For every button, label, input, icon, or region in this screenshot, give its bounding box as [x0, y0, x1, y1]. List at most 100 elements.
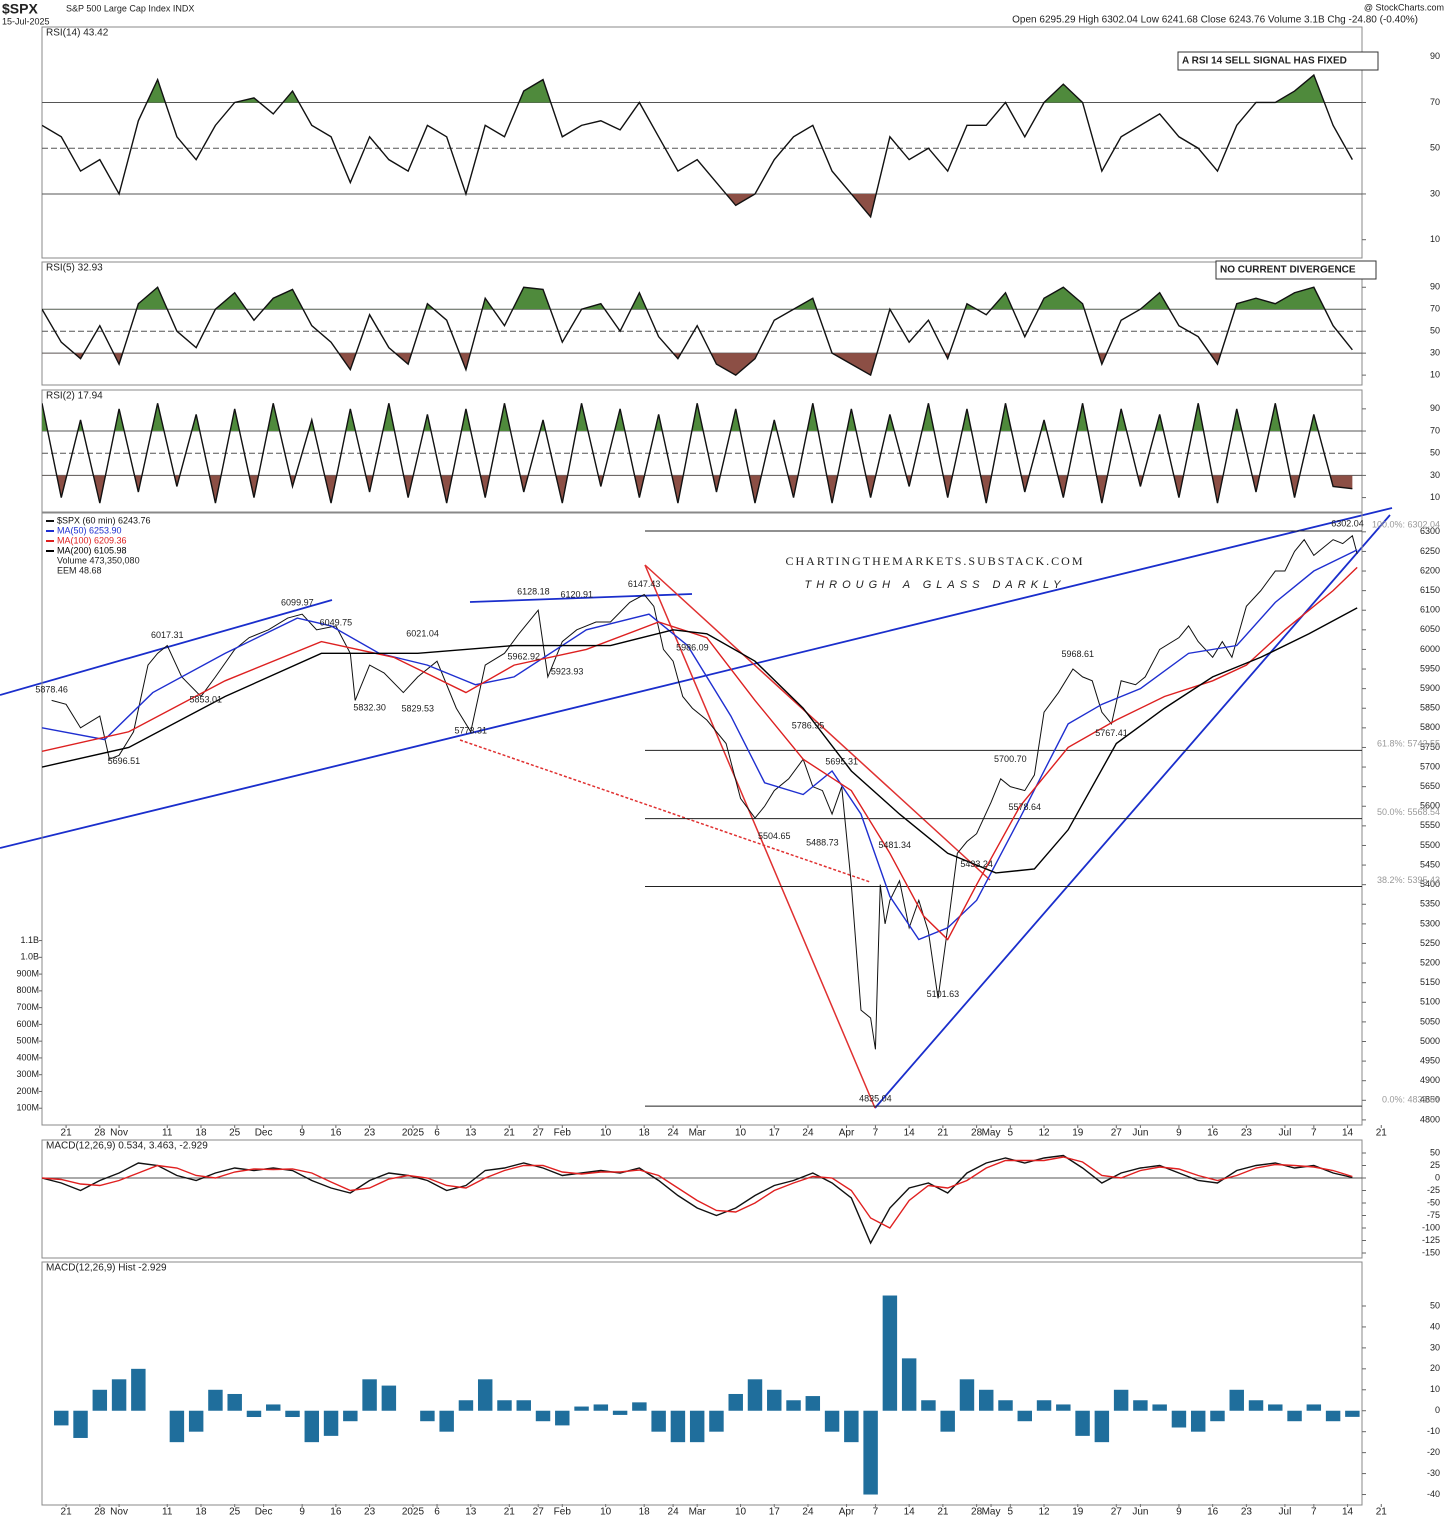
x-tick-label: Jul: [1279, 1128, 1292, 1139]
trendline: [0, 507, 1393, 849]
x-tick-label: 16: [1207, 1507, 1219, 1518]
x-tick-label: 9: [299, 1507, 305, 1518]
y-tick-label: 30: [1430, 1342, 1440, 1352]
x-tick-label: 7: [1311, 1507, 1317, 1518]
x-tick-label: 18: [195, 1128, 207, 1139]
hist-bar: [786, 1400, 801, 1411]
x-tick-label: 5: [1008, 1128, 1014, 1139]
x-tick-label: May: [982, 1128, 1001, 1139]
x-tick-label: 16: [1207, 1128, 1219, 1139]
y-tick-label: 90: [1430, 403, 1440, 413]
x-tick-label: 13: [465, 1507, 477, 1518]
y-tick-label: 6250: [1420, 546, 1440, 556]
hist-bar: [998, 1400, 1013, 1411]
x-tick-label: Jun: [1132, 1507, 1148, 1518]
y-tick-label: 5850: [1420, 703, 1440, 713]
hist-bar: [979, 1389, 994, 1411]
hist-bar: [670, 1410, 686, 1443]
hist-bar: [747, 1379, 763, 1411]
y2-tick-label: 700M: [16, 1002, 39, 1012]
hist-bar: [208, 1389, 223, 1411]
series-line: [51, 534, 1358, 1050]
y-tick-label: 5100: [1420, 997, 1440, 1007]
hist-bar: [54, 1410, 69, 1426]
y-tick-label: -150: [1422, 1247, 1440, 1257]
note-box: [1177, 51, 1379, 71]
x-tick-label: 17: [769, 1507, 781, 1518]
panel-frame: [41, 1261, 1363, 1506]
hist-bar: [131, 1368, 146, 1411]
y2-tick-label: 100M: [16, 1103, 39, 1113]
trendline: [644, 564, 876, 1109]
price-label: 4835.04: [859, 1094, 892, 1104]
series-line: [42, 1154, 1353, 1245]
panel-frame: [41, 389, 1363, 513]
x-tick-label: Jul: [1279, 1507, 1292, 1518]
y-tick-label: 6300: [1420, 526, 1440, 536]
x-tick-label: Dec: [255, 1128, 273, 1139]
legend-note: Volume 473,350,080: [57, 555, 140, 565]
hist-bar: [1229, 1389, 1244, 1411]
x-tick-label: 6: [434, 1507, 440, 1518]
x-tick-label: Feb: [554, 1507, 572, 1518]
x-tick-label: 13: [465, 1128, 477, 1139]
hist-bar: [1056, 1404, 1071, 1411]
price-label: 5773.31: [454, 726, 487, 736]
y-tick-label: -50: [1427, 1197, 1440, 1207]
hist-bar: [535, 1410, 551, 1422]
y-tick-label: -10: [1427, 1426, 1440, 1436]
symbol: $SPX: [2, 1, 38, 17]
fib-label: 0.0%: 4835.04: [1382, 1095, 1440, 1105]
hist-bar: [612, 1410, 628, 1415]
hist-bar: [323, 1410, 339, 1436]
y-tick-label: 70: [1430, 425, 1440, 435]
x-tick-label: 7: [873, 1507, 879, 1518]
price-label: 6147.43: [628, 579, 661, 589]
price-label: 5504.65: [758, 831, 791, 841]
hist-bar: [1036, 1400, 1052, 1411]
hist-bar: [1287, 1410, 1302, 1422]
price-label: 5853.01: [190, 694, 223, 704]
y-tick-label: 70: [1430, 304, 1440, 314]
y2-tick-label: 300M: [16, 1069, 39, 1079]
hist-bar: [940, 1410, 955, 1432]
price-label: 5968.61: [1061, 649, 1094, 659]
x-tick-label: 5: [1008, 1507, 1014, 1518]
y-tick-label: 6100: [1420, 605, 1440, 615]
y-tick-label: -25: [1427, 1185, 1440, 1195]
price-label: 6017.31: [151, 630, 184, 640]
hist-bar: [767, 1389, 782, 1411]
x-tick-label: Mar: [689, 1507, 707, 1518]
x-tick-label: 18: [639, 1128, 651, 1139]
panel-title: RSI(14) 43.42: [46, 28, 109, 39]
price-label: 5786.95: [792, 720, 825, 730]
x-tick-label: 21: [1376, 1128, 1388, 1139]
y-tick-label: 6000: [1420, 644, 1440, 654]
note-text: NO CURRENT DIVERGENCE: [1220, 265, 1356, 276]
y-tick-label: 0: [1435, 1172, 1440, 1182]
series-line: [42, 607, 1358, 874]
y-tick-label: 70: [1430, 97, 1440, 107]
hist-bar: [111, 1379, 127, 1411]
trendline: [0, 599, 333, 696]
y-tick-label: 10: [1430, 1384, 1440, 1394]
y-tick-label: 5250: [1420, 938, 1440, 948]
x-tick-label: 25: [229, 1128, 241, 1139]
x-tick-label: 2025: [402, 1128, 425, 1139]
x-tick-label: Apr: [839, 1507, 855, 1518]
x-tick-label: 17: [769, 1128, 781, 1139]
plot-area: [54, 1295, 1360, 1495]
y-tick-label: 6050: [1420, 624, 1440, 634]
hist-bar: [689, 1410, 705, 1443]
y-tick-label: 0: [1435, 1405, 1440, 1415]
y-tick-label: -100: [1422, 1222, 1440, 1232]
series-line: [42, 403, 1353, 504]
legend-note: EEM 48.68: [57, 565, 102, 575]
price-label: 5829.53: [401, 704, 434, 714]
price-label: 5962.92: [507, 651, 540, 661]
x-tick-label: 27: [533, 1507, 545, 1518]
y-tick-label: 5450: [1420, 859, 1440, 869]
x-tick-label: 24: [668, 1507, 680, 1518]
x-tick-label: Feb: [554, 1128, 572, 1139]
